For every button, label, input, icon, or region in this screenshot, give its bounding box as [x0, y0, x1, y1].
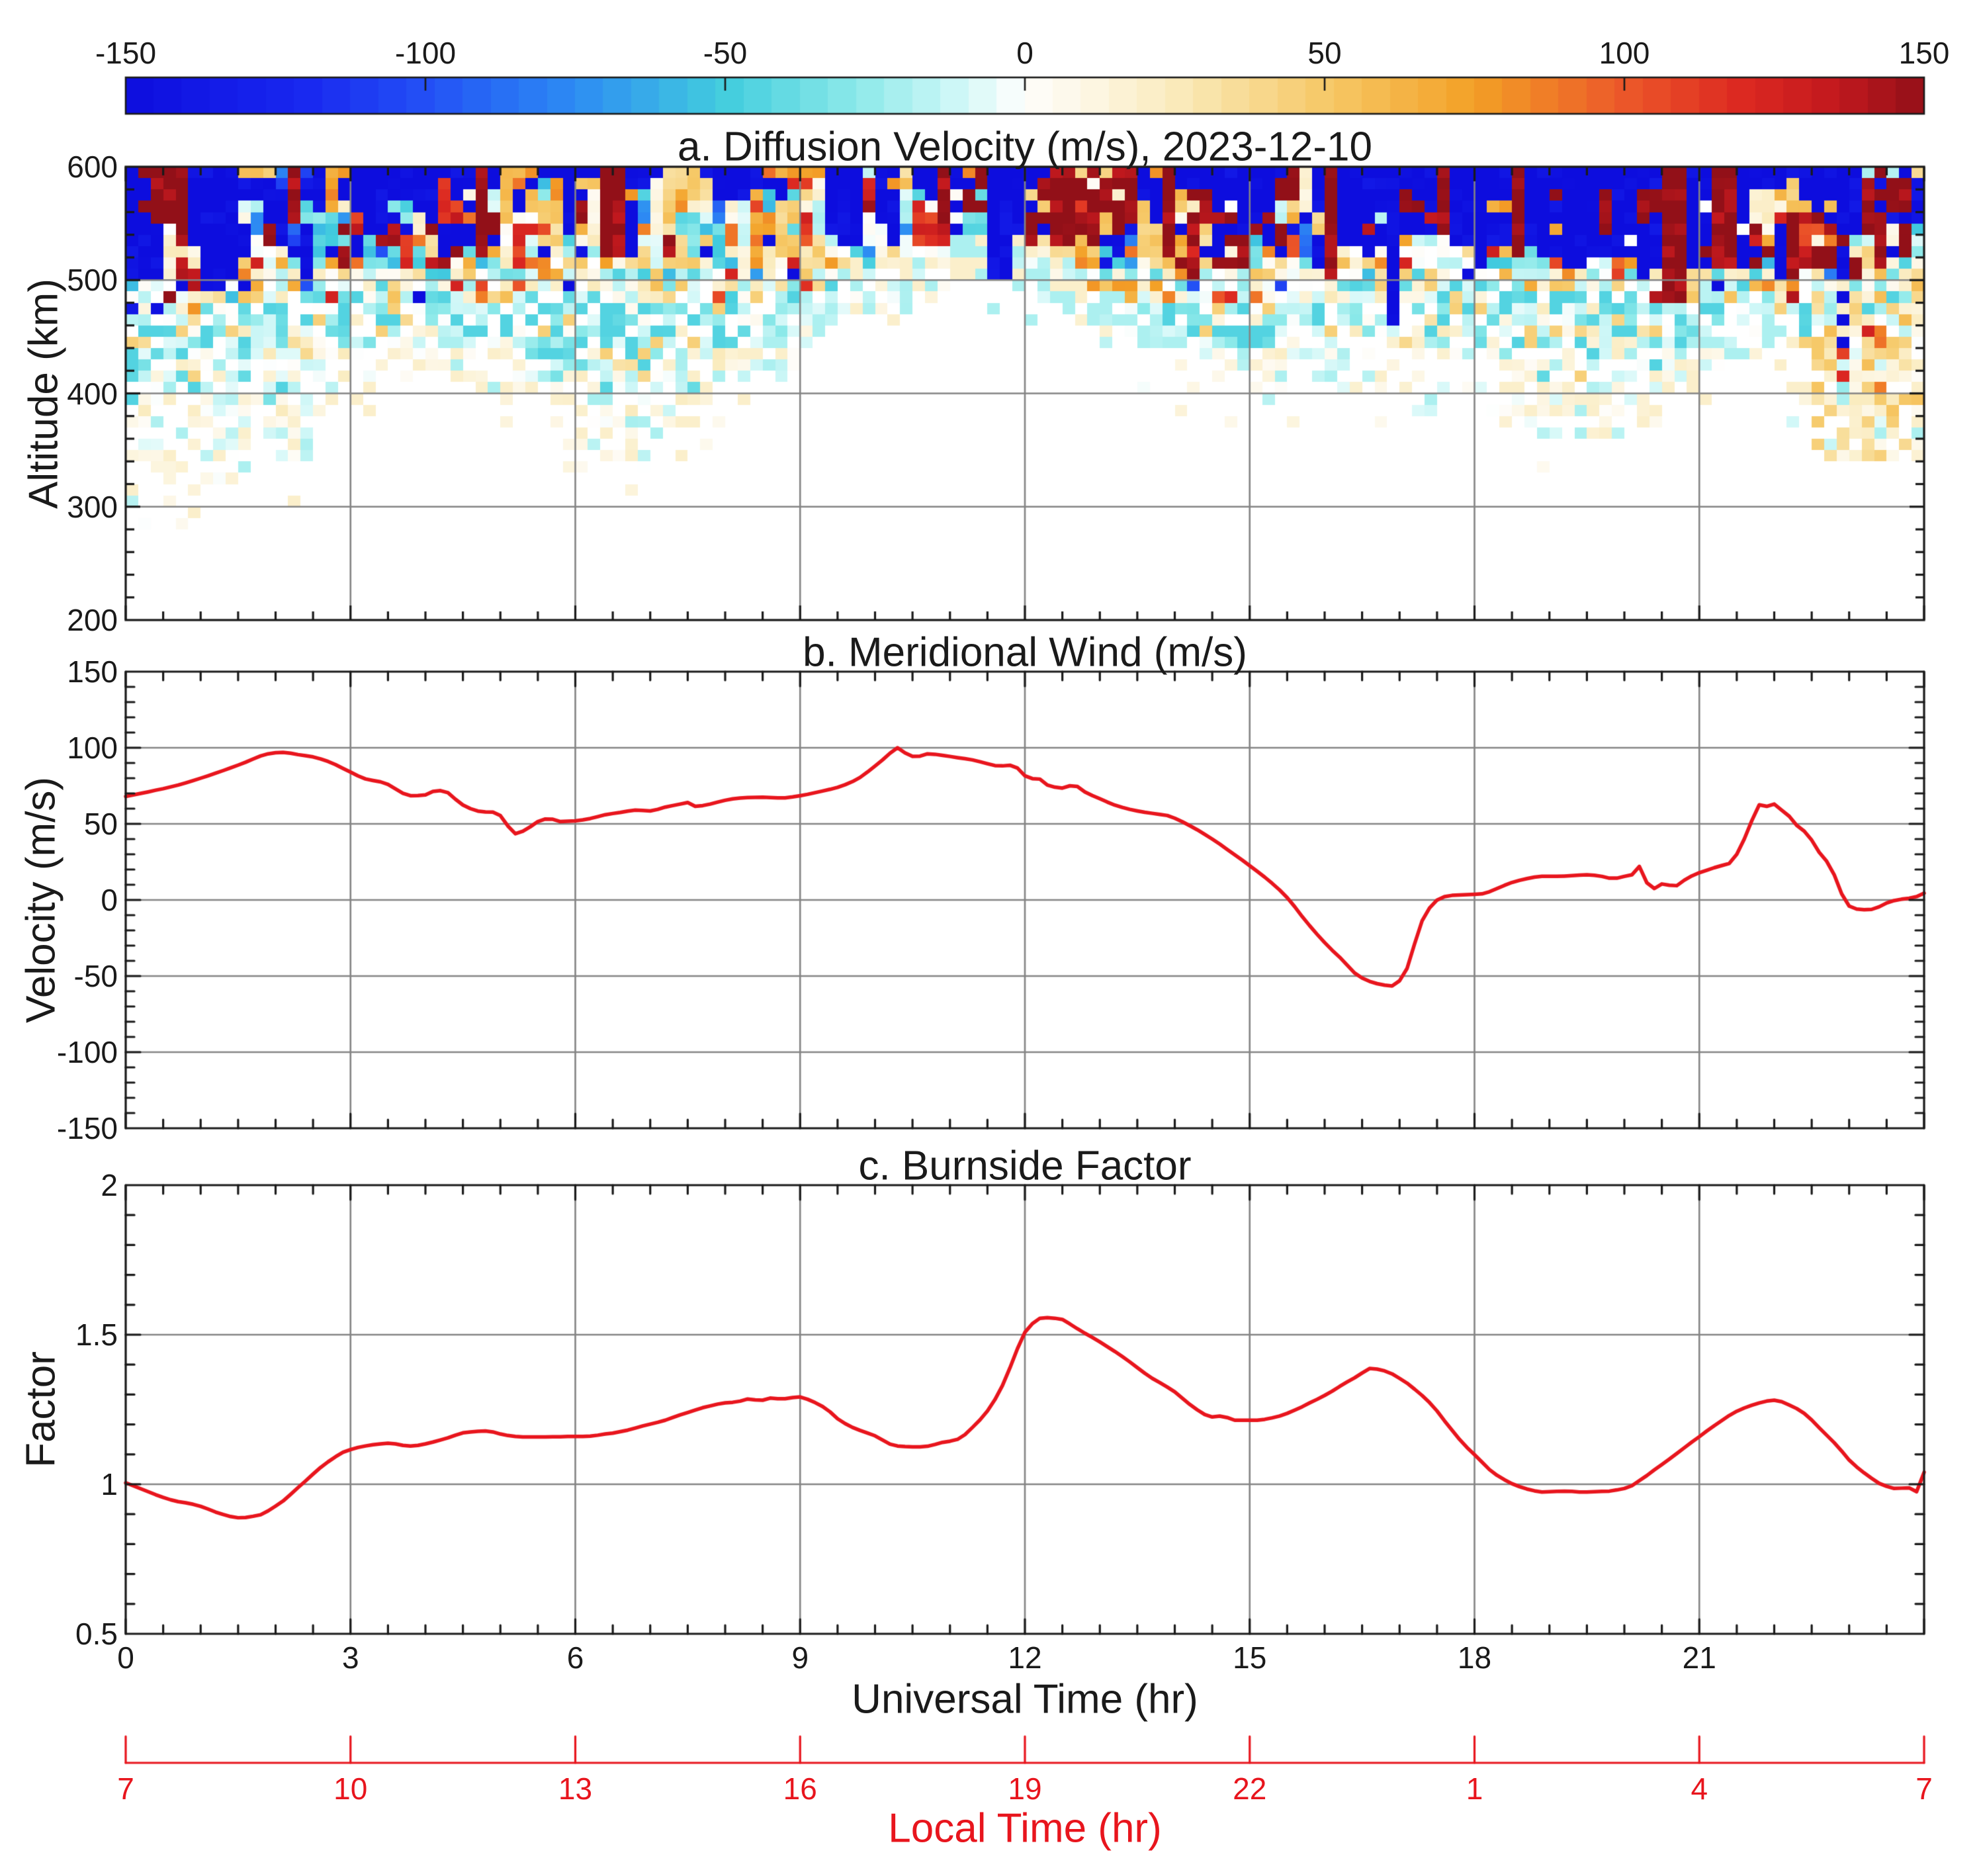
panel-a-ytick-label: 300	[67, 489, 118, 524]
panel-b-ytick-label: 0	[101, 883, 118, 917]
panel-b-ytick-label: -50	[73, 959, 118, 993]
panel-a-ylabel: Altitude (km)	[21, 279, 67, 509]
panel-b-title: b. Meridional Wind (m/s)	[803, 629, 1247, 676]
x-tick-label: 6	[566, 1640, 584, 1675]
panel-b-ytick-label: 100	[67, 731, 118, 765]
panel-b-ylabel: Velocity (m/s)	[18, 776, 64, 1024]
colorbar-tick-label: -50	[703, 36, 748, 70]
panel-a-ytick-label: 200	[67, 603, 118, 637]
panel-c-ytick-label: 1	[101, 1467, 118, 1501]
colorbar-tick-label: 100	[1599, 36, 1650, 70]
panel-c-title: c. Burnside Factor	[858, 1143, 1192, 1189]
x-tick-label: 9	[791, 1640, 809, 1675]
colorbar-tick-label: -100	[394, 36, 457, 70]
panel-c-ytick-label: 1.5	[75, 1318, 118, 1352]
panel-c-ylabel: Factor	[18, 1351, 64, 1468]
x-tick-label: 0	[117, 1640, 134, 1675]
panel-a-ytick-label: 400	[67, 376, 118, 411]
colorbar-tick-label: -150	[95, 36, 157, 70]
colorbar-tick-label: 150	[1898, 36, 1950, 70]
x-tick-label: 21	[1682, 1640, 1716, 1675]
local-time-tick-label: 22	[1233, 1771, 1267, 1806]
x-axis-label: Universal Time (hr)	[852, 1676, 1198, 1722]
panel-b-ytick-label: 150	[67, 654, 118, 689]
x-tick-label: 3	[341, 1640, 359, 1675]
local-time-tick-label: 7	[117, 1771, 134, 1806]
panel-b-ytick-label: -100	[56, 1035, 118, 1069]
panel-a-title: a. Diffusion Velocity (m/s), 2023-12-10	[678, 124, 1372, 170]
local-time-tick-label: 10	[333, 1771, 368, 1806]
panel-c-ytick-label: 0.5	[75, 1617, 118, 1651]
local-time-tick-label: 1	[1466, 1771, 1483, 1806]
colorbar-tick-label: 50	[1307, 36, 1342, 70]
panel-b-ytick-label: 50	[83, 807, 118, 841]
x-tick-label: 18	[1457, 1640, 1492, 1675]
x-tick-label: 15	[1233, 1640, 1267, 1675]
panel-b-ytick-label: -150	[56, 1111, 118, 1145]
panel-c-ytick-label: 2	[101, 1168, 118, 1202]
panel-a-ytick-label: 500	[67, 263, 118, 298]
local-time-tick-label: 16	[783, 1771, 817, 1806]
local-time-tick-label: 4	[1691, 1771, 1708, 1806]
local-time-tick-label: 13	[558, 1771, 593, 1806]
x-tick-label: 12	[1008, 1640, 1042, 1675]
panel-a-ytick-label: 600	[67, 150, 118, 184]
local-time-tick-label: 7	[1915, 1771, 1933, 1806]
local-time-tick-label: 19	[1008, 1771, 1042, 1806]
colorbar-tick-label: 0	[1016, 36, 1034, 70]
local-time-axis-label: Local Time (hr)	[888, 1805, 1162, 1852]
